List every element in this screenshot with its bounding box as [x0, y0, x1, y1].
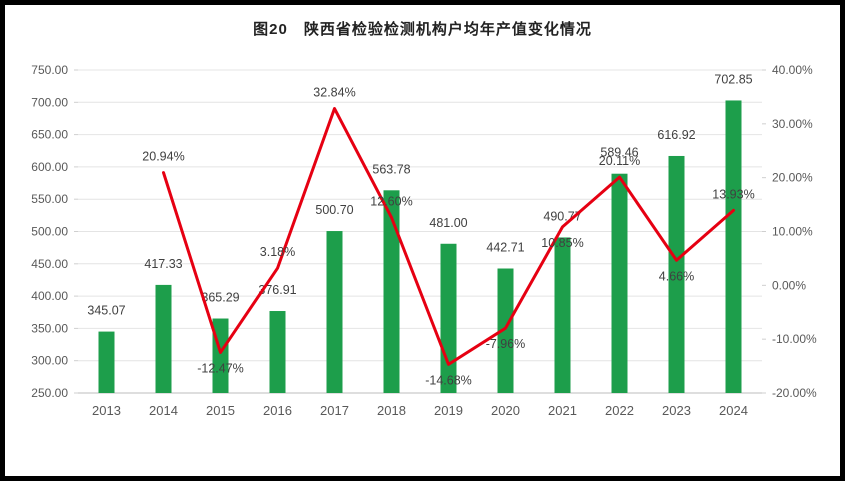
svg-text:442.71: 442.71 [486, 241, 524, 255]
svg-text:481.00: 481.00 [429, 216, 467, 230]
svg-text:500.70: 500.70 [315, 203, 353, 217]
svg-text:10.00%: 10.00% [772, 225, 813, 239]
svg-text:40.00%: 40.00% [772, 63, 813, 77]
svg-text:10.85%: 10.85% [541, 236, 583, 250]
svg-text:20.11%: 20.11% [599, 154, 640, 168]
svg-text:750.00: 750.00 [31, 63, 68, 77]
svg-text:500.00: 500.00 [31, 225, 68, 239]
svg-text:450.00: 450.00 [31, 257, 68, 271]
svg-text:2015: 2015 [206, 403, 235, 418]
svg-text:2016: 2016 [263, 403, 292, 418]
svg-text:32.84%: 32.84% [313, 86, 355, 100]
svg-text:2020: 2020 [491, 403, 520, 418]
svg-text:-14.68%: -14.68% [425, 373, 472, 387]
svg-text:20.00%: 20.00% [772, 171, 813, 185]
svg-text:700.00: 700.00 [31, 95, 68, 109]
svg-text:2013: 2013 [92, 403, 121, 418]
svg-text:30.00%: 30.00% [772, 117, 813, 131]
svg-text:550.00: 550.00 [31, 192, 68, 206]
svg-text:20.94%: 20.94% [142, 150, 184, 164]
svg-text:0.00%: 0.00% [772, 278, 806, 292]
svg-text:350.00: 350.00 [31, 321, 68, 335]
svg-text:2017: 2017 [320, 403, 349, 418]
svg-text:12.60%: 12.60% [370, 195, 412, 209]
svg-text:2024: 2024 [719, 403, 748, 418]
svg-text:250.00: 250.00 [31, 386, 68, 400]
svg-text:-20.00%: -20.00% [772, 386, 817, 400]
svg-text:345.07: 345.07 [87, 304, 125, 318]
svg-text:300.00: 300.00 [31, 354, 68, 368]
svg-text:616.92: 616.92 [657, 128, 695, 142]
svg-text:13.93%: 13.93% [712, 187, 754, 201]
svg-text:2022: 2022 [605, 403, 634, 418]
svg-text:-12.47%: -12.47% [197, 361, 244, 375]
svg-text:650.00: 650.00 [31, 128, 68, 142]
svg-text:2014: 2014 [149, 403, 178, 418]
svg-text:563.78: 563.78 [372, 162, 410, 176]
svg-text:702.85: 702.85 [714, 72, 752, 86]
svg-text:2021: 2021 [548, 403, 577, 418]
svg-text:3.18%: 3.18% [260, 245, 295, 259]
svg-text:2019: 2019 [434, 403, 463, 418]
svg-text:2018: 2018 [377, 403, 406, 418]
svg-text:400.00: 400.00 [31, 289, 68, 303]
svg-text:2023: 2023 [662, 403, 691, 418]
svg-text:4.66%: 4.66% [659, 269, 694, 283]
svg-text:-7.96%: -7.96% [486, 337, 526, 351]
svg-text:600.00: 600.00 [31, 160, 68, 174]
svg-text:417.33: 417.33 [144, 257, 182, 271]
svg-text:365.29: 365.29 [201, 291, 239, 305]
svg-text:-10.00%: -10.00% [772, 332, 817, 346]
